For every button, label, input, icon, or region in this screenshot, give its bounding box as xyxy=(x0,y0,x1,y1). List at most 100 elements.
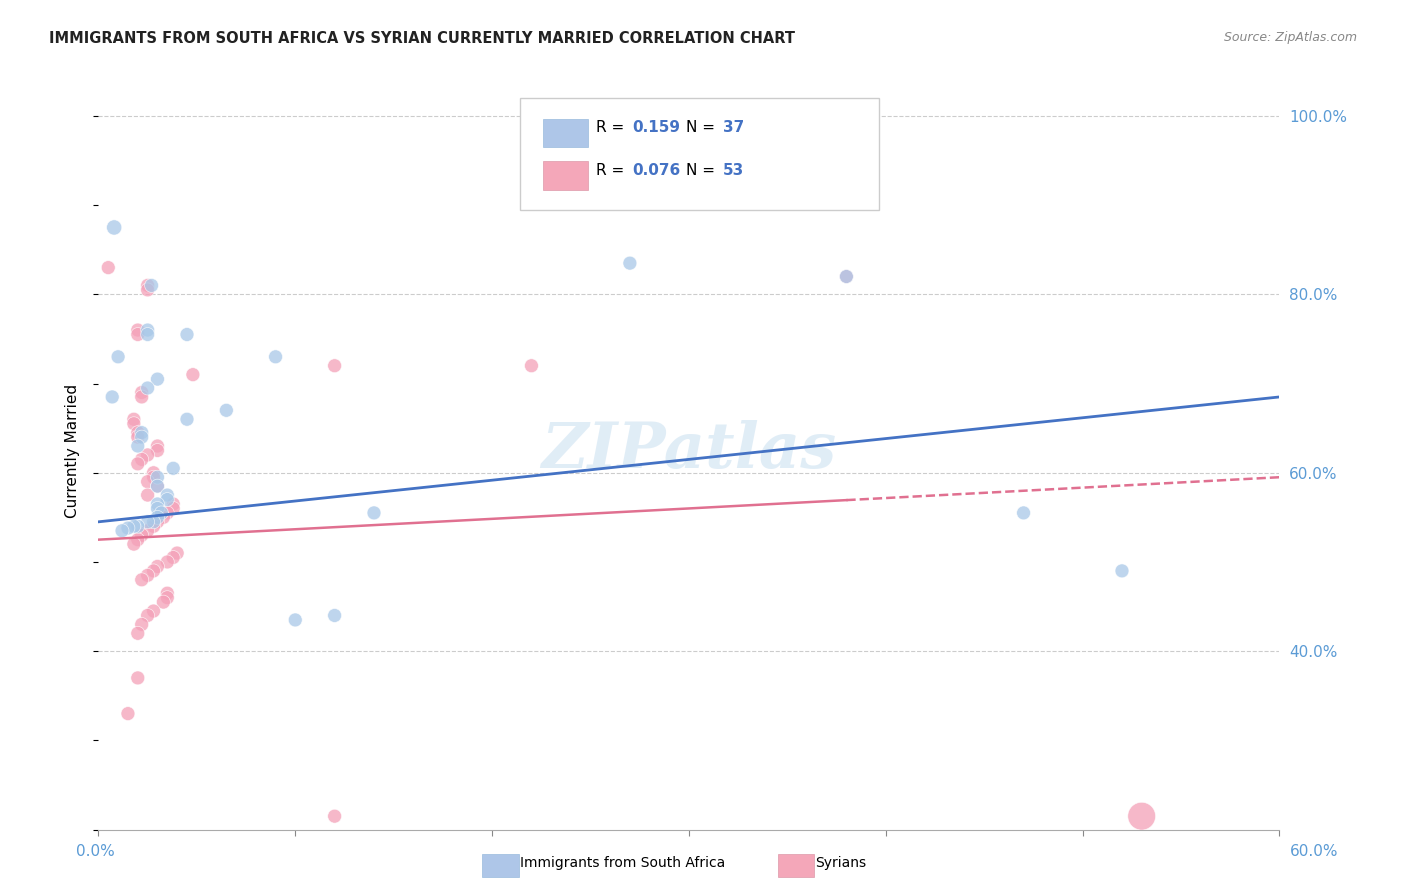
Point xyxy=(117,521,139,535)
Point xyxy=(136,488,159,502)
Point xyxy=(146,559,169,574)
Text: N =: N = xyxy=(686,163,720,178)
Point xyxy=(136,568,159,582)
Point xyxy=(152,510,174,524)
Point xyxy=(619,256,641,270)
Point xyxy=(127,323,149,337)
Point xyxy=(127,425,149,440)
Point xyxy=(107,350,129,364)
Point xyxy=(136,283,159,297)
Point xyxy=(156,488,179,502)
Point xyxy=(146,515,169,529)
Point xyxy=(323,608,346,623)
Point xyxy=(122,417,145,431)
Point xyxy=(323,359,346,373)
Text: 53: 53 xyxy=(723,163,744,178)
Point xyxy=(142,466,165,480)
Point xyxy=(131,390,153,404)
Point xyxy=(127,327,149,342)
Point xyxy=(363,506,385,520)
Point xyxy=(97,260,120,275)
Text: ZIPatlas: ZIPatlas xyxy=(541,420,837,481)
Point xyxy=(323,809,346,823)
Point xyxy=(284,613,307,627)
Text: 0.159: 0.159 xyxy=(633,120,681,135)
Point xyxy=(136,608,159,623)
Point xyxy=(127,439,149,453)
Point xyxy=(215,403,238,417)
Point xyxy=(835,269,858,284)
Point xyxy=(162,497,184,511)
Text: N =: N = xyxy=(686,120,720,135)
Text: IMMIGRANTS FROM SOUTH AFRICA VS SYRIAN CURRENTLY MARRIED CORRELATION CHART: IMMIGRANTS FROM SOUTH AFRICA VS SYRIAN C… xyxy=(49,31,796,46)
Point xyxy=(136,323,159,337)
Point xyxy=(1130,809,1153,823)
Point xyxy=(1111,564,1133,578)
Point xyxy=(162,550,184,565)
Text: R =: R = xyxy=(596,120,630,135)
Point xyxy=(520,359,543,373)
Point xyxy=(142,515,165,529)
Point xyxy=(136,524,159,538)
Point xyxy=(136,327,159,342)
Point xyxy=(146,497,169,511)
Point xyxy=(156,591,179,605)
Point xyxy=(131,385,153,400)
Point xyxy=(152,595,174,609)
Point xyxy=(146,501,169,516)
Point xyxy=(131,573,153,587)
Text: 60.0%: 60.0% xyxy=(1291,845,1339,859)
Point xyxy=(176,412,198,426)
Point xyxy=(131,430,153,444)
Point xyxy=(131,528,153,542)
Text: Source: ZipAtlas.com: Source: ZipAtlas.com xyxy=(1223,31,1357,45)
Point xyxy=(146,443,169,458)
Text: 37: 37 xyxy=(723,120,744,135)
Point xyxy=(127,457,149,471)
Point xyxy=(127,519,149,533)
Point xyxy=(127,626,149,640)
Point xyxy=(146,470,169,484)
Point xyxy=(146,372,169,386)
Point xyxy=(264,350,287,364)
Point xyxy=(166,546,188,560)
Point xyxy=(127,533,149,547)
Text: 0.076: 0.076 xyxy=(633,163,681,178)
Point xyxy=(136,475,159,489)
Point xyxy=(131,617,153,632)
Point xyxy=(131,425,153,440)
Point xyxy=(835,269,858,284)
Text: Syrians: Syrians xyxy=(815,856,866,871)
Point xyxy=(122,412,145,426)
Point xyxy=(127,671,149,685)
Point xyxy=(142,564,165,578)
Point xyxy=(142,519,165,533)
Point xyxy=(142,604,165,618)
Point xyxy=(176,327,198,342)
Point xyxy=(146,479,169,493)
Text: 0.0%: 0.0% xyxy=(76,845,115,859)
Point xyxy=(142,470,165,484)
Point xyxy=(162,501,184,516)
Point xyxy=(111,524,134,538)
Point xyxy=(156,555,179,569)
Point xyxy=(136,278,159,293)
Point xyxy=(122,519,145,533)
Text: R =: R = xyxy=(596,163,630,178)
Point xyxy=(146,510,169,524)
Point xyxy=(101,390,124,404)
Point xyxy=(1012,506,1035,520)
Point xyxy=(146,479,169,493)
Point xyxy=(156,492,179,507)
Point xyxy=(127,430,149,444)
Point xyxy=(136,448,159,462)
Point xyxy=(103,220,125,235)
Point xyxy=(122,537,145,551)
Point xyxy=(117,706,139,721)
Point xyxy=(156,586,179,600)
Point xyxy=(162,461,184,475)
Point xyxy=(141,278,163,293)
Y-axis label: Currently Married: Currently Married xyxy=(65,384,80,517)
Point xyxy=(146,439,169,453)
Point xyxy=(136,515,159,529)
